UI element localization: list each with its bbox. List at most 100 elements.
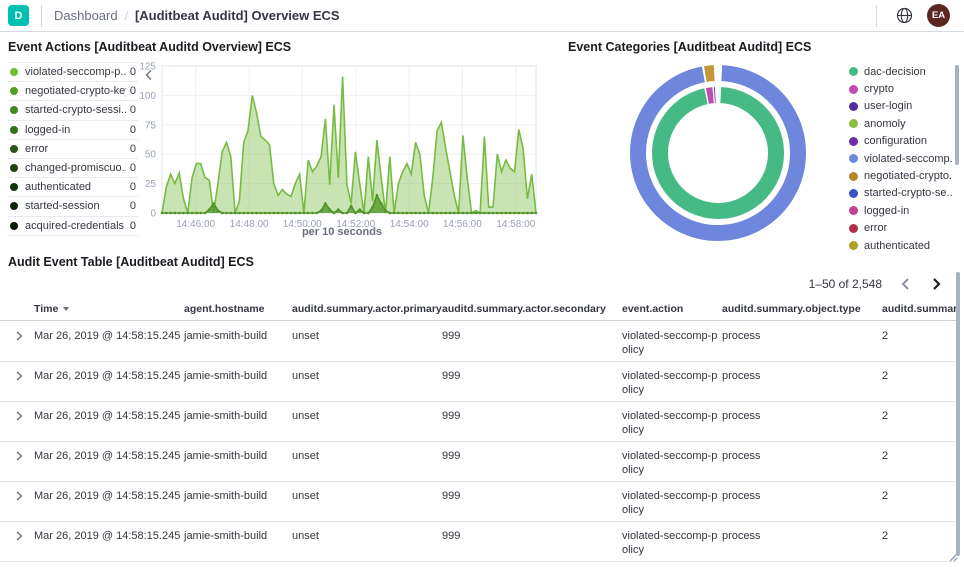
- column-header-label: auditd.summary.actor.secondary: [442, 303, 606, 315]
- expand-row-icon[interactable]: [8, 522, 34, 544]
- top-navigation-bar: D Dashboard / [Auditbeat Auditd] Overvie…: [0, 0, 964, 32]
- legend-color-dot: [10, 87, 18, 95]
- legend-item-violated-seccomp-p[interactable]: violated-seccomp-p... 0: [8, 63, 138, 82]
- column-header-label: auditd.summary.actor.primary: [292, 303, 442, 315]
- column-header-time[interactable]: Time: [34, 303, 184, 315]
- pagination-range-label: 1–50 of 2,548: [809, 277, 882, 291]
- table-pagination: 1–50 of 2,548: [809, 272, 948, 296]
- legend-item-error[interactable]: error: [849, 220, 953, 237]
- event-categories-donut-chart[interactable]: [612, 56, 824, 256]
- legend-item-negotiated-crypto-key[interactable]: negotiated-crypto-key 0: [8, 82, 138, 101]
- event-actions-legend: violated-seccomp-p... 0 negotiated-crypt…: [8, 62, 138, 236]
- legend-item-negotiated-crypto[interactable]: negotiated-crypto...: [849, 167, 953, 184]
- cell-actor-primary: unset: [292, 482, 442, 502]
- legend-color-dot: [849, 154, 858, 163]
- svg-text:50: 50: [145, 150, 157, 161]
- legend-item-label: user-login: [864, 100, 912, 112]
- cell-event-action: violated-seccomp-policy: [622, 482, 722, 518]
- globe-icon[interactable]: [889, 1, 919, 31]
- legend-item-logged-in[interactable]: logged-in: [849, 202, 953, 219]
- legend-item-label: error: [25, 143, 126, 155]
- legend-item-error[interactable]: error 0: [8, 140, 138, 159]
- legend-item-violated-seccomp[interactable]: violated-seccomp...: [849, 150, 953, 167]
- column-header-auditd-summary[interactable]: auditd.summary: [882, 303, 956, 315]
- legend-item-logged-in[interactable]: logged-in 0: [8, 121, 138, 140]
- cell-time: Mar 26, 2019 @ 14:58:15.245: [34, 322, 184, 342]
- legend-item-started-session[interactable]: started-session 0: [8, 197, 138, 216]
- slice-crypto[interactable]: [707, 95, 713, 96]
- cell-hostname: jamie-smith-build: [184, 362, 292, 382]
- legend-item-acquired-credentials[interactable]: acquired-credentials 0: [8, 217, 138, 236]
- svg-text:0: 0: [150, 209, 156, 220]
- cell-summary: 2: [882, 362, 956, 382]
- legend-color-dot: [10, 126, 18, 134]
- legend-color-dot: [849, 85, 858, 94]
- legend-item-crypto[interactable]: crypto: [849, 80, 953, 97]
- legend-item-label: changed-promiscuo...: [25, 162, 126, 174]
- legend-item-authenticated[interactable]: authenticated: [849, 237, 953, 254]
- expand-row-icon[interactable]: [8, 402, 34, 424]
- legend-item-started-crypto-se[interactable]: started-crypto-se...: [849, 185, 953, 202]
- cell-time: Mar 26, 2019 @ 14:58:15.245: [34, 402, 184, 422]
- legend-color-dot: [849, 172, 858, 181]
- user-avatar[interactable]: EA: [927, 4, 950, 27]
- column-header-label: auditd.summary.object.type: [722, 303, 861, 315]
- topbar-divider: [41, 5, 42, 27]
- column-header-event-action[interactable]: event.action: [622, 303, 722, 315]
- legend-item-changed-promiscuo[interactable]: changed-promiscuo... 0: [8, 159, 138, 178]
- legend-item-user-login[interactable]: user-login: [849, 98, 953, 115]
- expand-row-icon[interactable]: [8, 322, 34, 344]
- cell-summary: 2: [882, 402, 956, 422]
- table-row: Mar 26, 2019 @ 14:58:15.245 jamie-smith-…: [0, 442, 956, 482]
- legend-item-label: acquired-credentials: [25, 220, 126, 232]
- legend-item-configuration[interactable]: configuration: [849, 133, 953, 150]
- table-row: Mar 26, 2019 @ 14:58:15.245 jamie-smith-…: [0, 322, 956, 362]
- legend-color-dot: [849, 206, 858, 215]
- expand-row-icon[interactable]: [8, 482, 34, 504]
- legend-item-value: 0: [130, 162, 136, 174]
- previous-page-button[interactable]: [894, 272, 918, 296]
- cell-summary: 2: [882, 482, 956, 502]
- table-scrollbar[interactable]: [956, 272, 960, 556]
- cell-hostname: jamie-smith-build: [184, 442, 292, 462]
- table-row: Mar 26, 2019 @ 14:58:15.245 jamie-smith-…: [0, 402, 956, 442]
- legend-item-label: started-session: [25, 200, 126, 212]
- cell-event-action: violated-seccomp-policy: [622, 522, 722, 558]
- cell-object-type: process: [722, 362, 882, 382]
- event-actions-panel-title: Event Actions [Auditbeat Auditd Overview…: [8, 40, 291, 54]
- legend-item-anomoly[interactable]: anomoly: [849, 115, 953, 132]
- legend-color-dot: [10, 145, 18, 153]
- column-header-auditd-summary-actor-secondary[interactable]: auditd.summary.actor.secondary: [442, 303, 622, 315]
- cell-actor-primary: unset: [292, 402, 442, 422]
- app-logo[interactable]: D: [8, 5, 29, 26]
- legend-item-authenticated[interactable]: authenticated 0: [8, 178, 138, 197]
- svg-text:100: 100: [139, 91, 156, 102]
- expand-row-icon[interactable]: [8, 442, 34, 464]
- legend-color-dot: [849, 241, 858, 250]
- legend-scrollbar[interactable]: [955, 65, 959, 165]
- legend-item-label: violated-seccomp...: [864, 153, 953, 165]
- legend-item-started-crypto-sessi[interactable]: started-crypto-sessi... 0: [8, 101, 138, 120]
- expand-row-icon[interactable]: [8, 362, 34, 384]
- legend-item-value: 0: [130, 200, 136, 212]
- legend-color-dot: [10, 183, 18, 191]
- slice-dac-decision[interactable]: [660, 95, 776, 211]
- legend-color-dot: [10, 106, 18, 114]
- cell-actor-secondary: 999: [442, 402, 622, 422]
- column-header-auditd-summary-object-type[interactable]: auditd.summary.object.type: [722, 303, 882, 315]
- slice-negotiated-crypto-key[interactable]: [705, 73, 714, 74]
- next-page-button[interactable]: [924, 272, 948, 296]
- breadcrumb-dashboard-link[interactable]: Dashboard: [54, 8, 118, 23]
- table-row: Mar 26, 2019 @ 14:58:15.245 jamie-smith-…: [0, 482, 956, 522]
- table-row: Mar 26, 2019 @ 14:58:15.245 jamie-smith-…: [0, 522, 956, 562]
- cell-actor-primary: unset: [292, 522, 442, 542]
- resize-grip-icon[interactable]: [948, 549, 958, 567]
- column-header-label: event.action: [622, 303, 683, 315]
- column-header-auditd-summary-actor-primary[interactable]: auditd.summary.actor.primary: [292, 303, 442, 315]
- legend-item-dac-decision[interactable]: dac-decision: [849, 63, 953, 80]
- cell-object-type: process: [722, 442, 882, 462]
- legend-color-dot: [10, 202, 18, 210]
- column-header-agent-hostname[interactable]: agent.hostname: [184, 303, 292, 315]
- cell-event-action: violated-seccomp-policy: [622, 442, 722, 478]
